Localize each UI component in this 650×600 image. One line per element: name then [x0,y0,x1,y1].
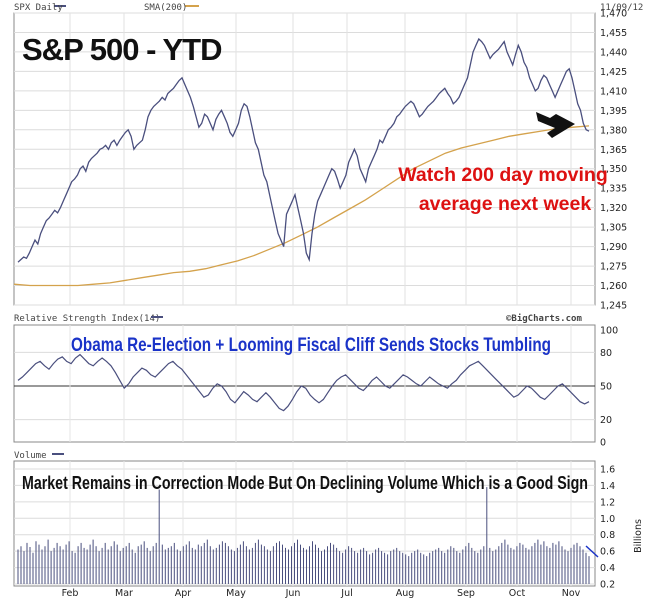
volume-unit-label: Billions [633,519,644,553]
volume-tick-label: 1.6 [600,465,615,476]
month-label: Apr [175,588,192,599]
month-label: May [226,588,246,599]
volume-tick-label: 0.6 [600,547,615,558]
volume-tick-label: 0.2 [600,580,615,591]
watch-note-line2: average next week [419,193,592,215]
month-label: Jul [340,588,352,599]
price-axis: 1,245 1,260 1,275 1,290 1,305 1,320 1,335 1,350… [600,9,627,312]
price-tick-label: 1,290 [600,242,627,253]
price-tick-label: 1,440 [600,47,627,58]
watch-note-line1: Watch 200 day moving [398,164,608,186]
price-tick-label: 1,350 [600,164,627,175]
price-legend-label: SPX Daily [14,3,63,13]
month-axis: Feb Mar Apr May Jun Jul Aug Sep Oct Nov [62,588,581,599]
price-line [17,37,590,263]
sma-legend-label: SMA(200) [144,3,187,13]
rsi-legend-swatch [151,316,163,318]
price-tick-label: 1,365 [600,145,627,156]
price-tick-label: 1,305 [600,223,627,234]
price-tick-label: 1,320 [600,203,627,214]
chart-title: S&P 500 - YTD [22,32,222,67]
price-tick-label: 1,380 [600,125,627,136]
volume-panel-label: Volume [14,451,47,461]
volume-indicator-mark [585,545,599,558]
volume-tick-label: 1.2 [600,497,615,508]
volume-tick-label: 0.4 [600,563,615,574]
price-tick-label: 1,275 [600,262,627,273]
rsi-tick-label: 0 [600,438,606,449]
price-tick-label: 1,395 [600,106,627,117]
volume-tick-label: 1.0 [600,514,615,525]
sma-line [13,125,590,287]
volume-tick-label: 0.8 [600,530,615,541]
rsi-panel-label: Relative Strength Index(14) [14,314,160,324]
rsi-tick-label: 50 [600,382,612,393]
price-tick-label: 1,470 [600,9,627,20]
rsi-tick-label: 100 [600,326,618,337]
rsi-grid [14,325,595,442]
month-label: Feb [62,588,79,599]
rsi-line [17,353,590,412]
price-grid [14,12,595,306]
month-label: Jun [285,588,301,599]
rsi-tick-label: 80 [600,348,612,359]
price-panel [13,12,596,306]
bigcharts-credit: ©BigCharts.com [506,313,582,324]
arrow-icon [536,112,575,138]
month-label: Sep [457,588,475,599]
month-label: Nov [562,588,581,599]
volume-bars [17,487,590,584]
volume-legend-swatch [52,453,64,455]
rsi-panel [13,324,596,443]
price-tick-label: 1,260 [600,281,627,292]
month-label: Mar [115,588,133,599]
volume-axis: 0.2 0.4 0.6 0.8 1.0 1.2 1.4 1.6 [600,465,615,591]
price-tick-label: 1,455 [600,28,627,39]
price-tick-label: 1,245 [600,301,627,312]
sma-legend-swatch [185,5,199,7]
price-tick-label: 1,410 [600,86,627,97]
chart-date: 11/09/12 [600,3,643,13]
month-label: Aug [396,588,415,599]
month-label: Oct [509,588,526,599]
price-legend-swatch [54,5,66,7]
rsi-headline: Obama Re-Election + Looming Fiscal Cliff… [71,335,551,356]
volume-tick-label: 1.4 [600,481,615,492]
price-tick-label: 1,425 [600,67,627,78]
volume-headline: Market Remains in Correction Mode But On… [22,473,588,493]
price-tick-label: 1,335 [600,184,627,195]
rsi-tick-label: 20 [600,415,612,426]
rsi-axis: 0 20 50 80 100 [600,326,618,449]
